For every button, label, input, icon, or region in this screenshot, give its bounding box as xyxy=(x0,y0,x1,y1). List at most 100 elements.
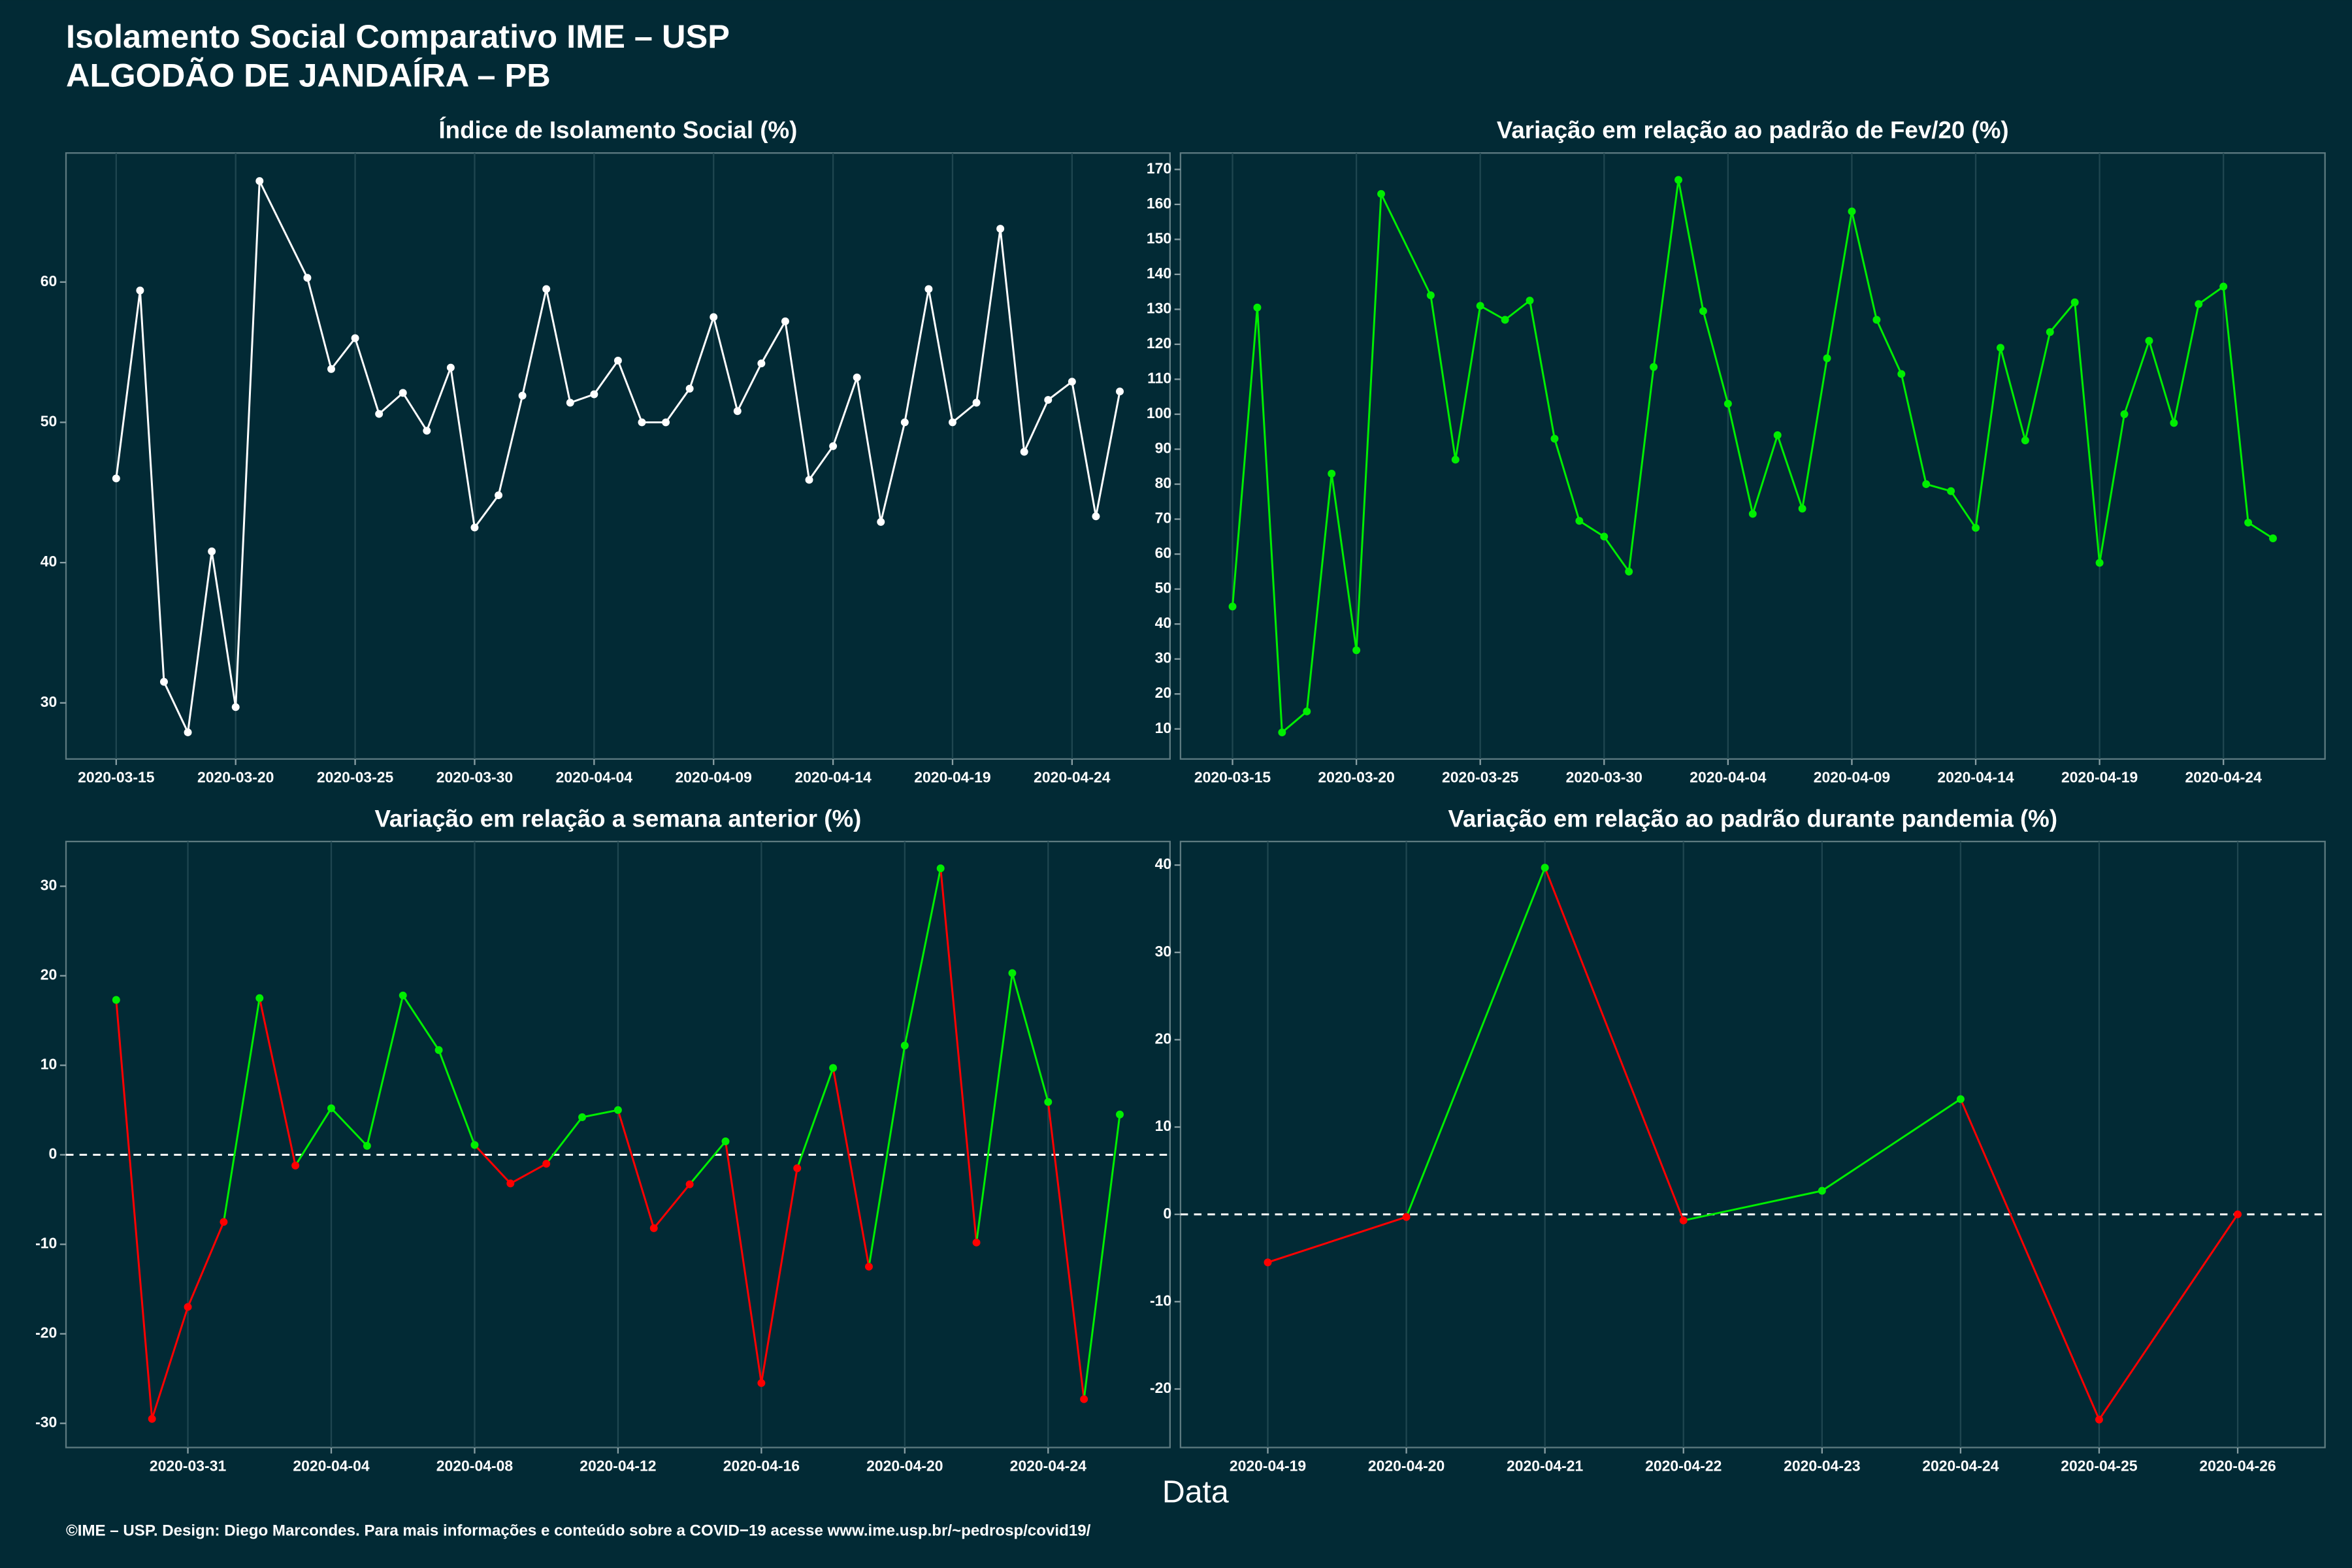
data-point xyxy=(2234,1210,2242,1218)
data-point xyxy=(363,1141,371,1150)
line-segment xyxy=(187,1221,225,1308)
line-segment xyxy=(1047,1102,1085,1399)
data-point xyxy=(1278,728,1286,737)
data-point xyxy=(148,1414,156,1423)
data-point xyxy=(470,523,479,532)
panel-title: Variação em relação ao padrão durante pa… xyxy=(1448,806,2057,832)
data-point xyxy=(446,363,455,372)
data-point xyxy=(2244,518,2253,527)
data-point xyxy=(1303,707,1311,715)
data-point xyxy=(1008,969,1017,977)
panel-title: Variação em relação a semana anterior (%… xyxy=(374,806,861,832)
line-segment xyxy=(1821,1098,1961,1192)
line-segment xyxy=(151,1307,189,1420)
data-point xyxy=(1818,1186,1826,1195)
data-point xyxy=(351,334,359,342)
y-tick-label: -10 xyxy=(35,1235,57,1252)
line-segment xyxy=(366,995,404,1147)
data-point xyxy=(864,1262,873,1271)
data-point xyxy=(1020,448,1028,456)
y-tick-label: 30 xyxy=(1155,943,1172,960)
data-point xyxy=(1352,646,1361,655)
data-point xyxy=(710,313,718,321)
data-point xyxy=(160,678,168,686)
y-tick-label: 10 xyxy=(1155,719,1172,736)
subtitle: ALGODÃO DE JANDAÍRA – PB xyxy=(66,57,551,94)
data-point xyxy=(518,391,527,400)
line-segment xyxy=(975,973,1013,1243)
data-point xyxy=(208,547,216,555)
data-point xyxy=(2145,336,2153,345)
line-segment xyxy=(402,994,440,1051)
y-tick-label: -20 xyxy=(1150,1379,1171,1396)
data-point xyxy=(327,1104,335,1113)
line-segment xyxy=(222,998,261,1222)
data-point xyxy=(399,991,407,1000)
data-point xyxy=(2120,410,2129,418)
data-point xyxy=(733,407,742,416)
x-tick-label: 2020-04-24 xyxy=(1010,1457,1087,1474)
line-segment xyxy=(868,1045,906,1267)
data-point xyxy=(1748,510,1757,518)
x-tick-label: 2020-03-25 xyxy=(1442,769,1519,786)
data-point xyxy=(184,728,192,736)
x-tick-label: 2020-04-20 xyxy=(866,1457,943,1474)
data-point xyxy=(1773,431,1782,440)
data-point xyxy=(231,703,240,711)
line-segment xyxy=(653,1183,691,1229)
line-segment xyxy=(904,868,942,1046)
data-point xyxy=(1328,470,1336,478)
line-segment xyxy=(1683,1190,1823,1222)
data-point xyxy=(877,517,885,526)
panel-title: Variação em relação ao padrão de Fev/20 … xyxy=(1497,117,2009,144)
x-tick-label: 2020-04-19 xyxy=(1230,1457,1306,1474)
x-tick-label: 2020-04-12 xyxy=(580,1457,656,1474)
x-tick-label: 2020-04-19 xyxy=(914,769,990,786)
x-tick-label: 2020-04-24 xyxy=(1922,1457,1999,1474)
data-point xyxy=(949,418,956,427)
data-point xyxy=(936,864,945,873)
y-tick-label: 70 xyxy=(1155,510,1172,527)
data-point xyxy=(1044,1098,1053,1106)
line-segment xyxy=(2098,1213,2239,1420)
data-point xyxy=(1068,378,1076,386)
line-segment xyxy=(581,1109,619,1119)
data-point xyxy=(1947,487,1955,495)
data-point xyxy=(327,365,335,373)
data-point xyxy=(255,994,264,1002)
data-point xyxy=(1228,602,1237,611)
data-point xyxy=(2046,328,2054,336)
data-point xyxy=(924,285,933,293)
y-tick-label: -10 xyxy=(1150,1292,1171,1309)
x-tick-label: 2020-03-20 xyxy=(1318,769,1394,786)
line-segment xyxy=(258,998,297,1166)
x-tick-label: 2020-04-09 xyxy=(676,769,752,786)
x-tick-label: 2020-04-25 xyxy=(2061,1457,2138,1474)
data-point xyxy=(1600,532,1609,541)
y-tick-label: 40 xyxy=(41,553,57,570)
data-point xyxy=(1426,291,1435,299)
data-line xyxy=(115,180,1121,736)
data-point xyxy=(1476,302,1484,310)
footer: ©IME – USP. Design: Diego Marcondes. Par… xyxy=(66,1522,1091,1539)
plot-frame xyxy=(65,152,1171,760)
y-tick-label: 30 xyxy=(1155,649,1172,666)
x-tick-label: 2020-03-15 xyxy=(1194,769,1271,786)
line-segment xyxy=(1083,1114,1121,1399)
data-point xyxy=(1526,297,1534,305)
data-point xyxy=(291,1162,300,1169)
y-tick-label: 130 xyxy=(1147,299,1171,316)
line-segment xyxy=(438,1049,476,1146)
x-tick-label: 2020-03-25 xyxy=(317,769,394,786)
data-point xyxy=(2195,300,2203,308)
panel-title: Índice de Isolamento Social (%) xyxy=(438,117,797,144)
data-point xyxy=(721,1137,730,1145)
y-tick-label: 150 xyxy=(1147,229,1171,246)
x-tick-label: 2020-03-30 xyxy=(436,769,513,786)
y-tick-label: 20 xyxy=(41,966,57,983)
data-point xyxy=(590,390,598,399)
data-point xyxy=(638,418,646,427)
line-segment xyxy=(474,1144,512,1184)
data-point xyxy=(1377,189,1385,198)
data-point xyxy=(1872,316,1881,324)
